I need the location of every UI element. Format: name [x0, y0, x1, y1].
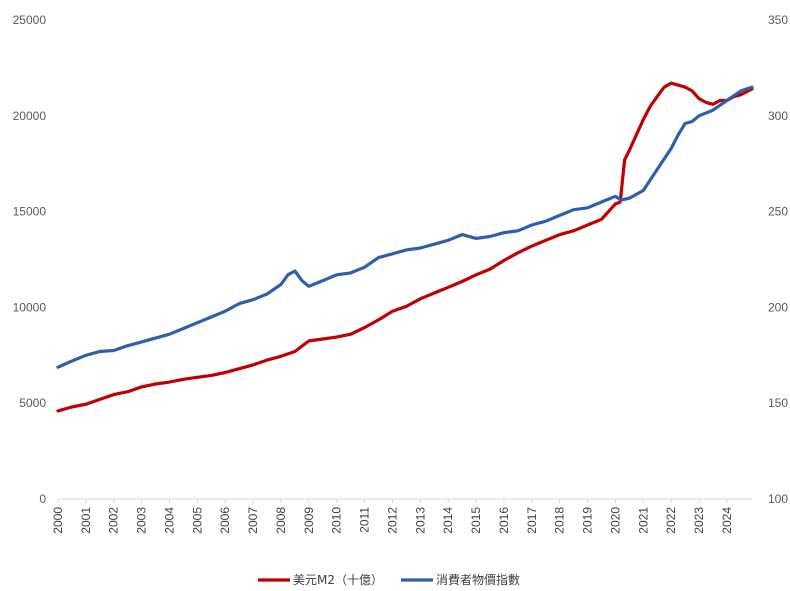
x-tick-label: 2020 — [608, 507, 622, 534]
series-line-2 — [56, 85, 754, 369]
x-tick-label: 2013 — [413, 507, 427, 534]
legend: 美元M2（十億） 消費者物價指數 — [258, 572, 520, 587]
legend-label-1: 美元M2（十億） — [293, 573, 383, 587]
y-right-tick-label: 350 — [768, 13, 788, 27]
y-axis-left: 0 5000 10000 15000 20000 25000 — [13, 13, 47, 506]
x-tick-label: 2004 — [162, 507, 176, 534]
y-left-tick-label: 20000 — [13, 109, 47, 123]
x-tick-label: 2009 — [302, 507, 316, 534]
legend-label-2: 消費者物價指數 — [436, 572, 520, 587]
x-tick-label: 2005 — [190, 507, 204, 534]
y-right-tick-label: 100 — [768, 492, 788, 506]
y-right-tick-label: 150 — [768, 396, 788, 410]
y-axis-right: 100 150 200 250 300 350 — [768, 13, 788, 506]
x-tick-label: 2019 — [581, 507, 595, 534]
x-tick-label: 2007 — [246, 507, 260, 534]
x-tick-label: 2018 — [553, 507, 567, 534]
y-right-tick-label: 200 — [768, 300, 788, 314]
x-tick-label: 2000 — [51, 507, 65, 534]
x-tick-label: 2008 — [274, 507, 288, 534]
x-axis-ticks: 2000 2001 2002 2003 2004 2005 2006 2007 2008 2009… — [51, 499, 734, 534]
y-right-tick-label: 300 — [768, 109, 788, 123]
x-tick-label: 2021 — [636, 507, 650, 534]
x-tick-label: 2023 — [692, 507, 706, 534]
x-tick-label: 2006 — [218, 507, 232, 534]
x-tick-label: 2016 — [497, 507, 511, 534]
y-left-tick-label: 25000 — [13, 13, 47, 27]
x-tick-label: 2001 — [79, 507, 93, 534]
y-left-tick-label: 10000 — [13, 300, 47, 314]
x-tick-label: 2012 — [385, 507, 399, 534]
plot-area — [56, 81, 754, 413]
series-line-1 — [56, 81, 754, 413]
x-tick-label: 2022 — [664, 507, 678, 534]
x-tick-label: 2017 — [525, 507, 539, 534]
x-tick-label: 2003 — [135, 507, 149, 534]
y-left-tick-label: 15000 — [13, 205, 47, 219]
x-tick-label: 2014 — [441, 507, 455, 534]
y-right-tick-label: 250 — [768, 205, 788, 219]
y-left-tick-label: 5000 — [19, 396, 46, 410]
x-tick-label: 2002 — [107, 507, 121, 534]
x-tick-label: 2015 — [469, 507, 483, 534]
x-tick-label: 2011 — [358, 507, 372, 533]
x-tick-label: 2024 — [720, 507, 734, 534]
x-tick-label: 2010 — [330, 507, 344, 534]
y-left-tick-label: 0 — [39, 492, 46, 506]
